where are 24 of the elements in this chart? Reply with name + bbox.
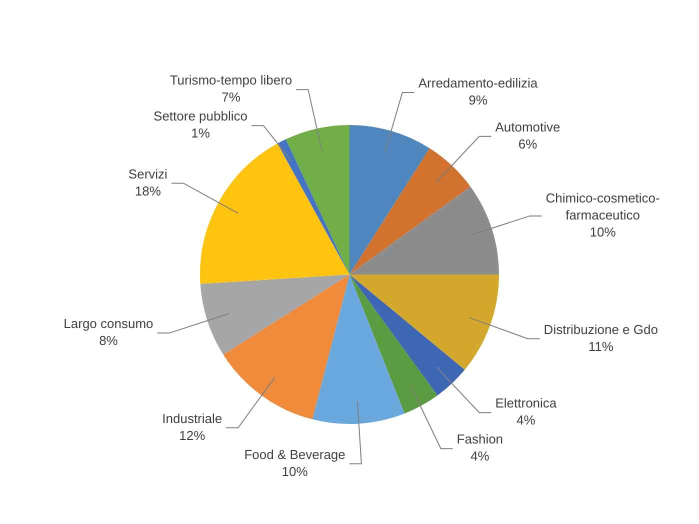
- slice-label: Elettronica: [495, 396, 558, 411]
- slice-label: Arredamento-edilizia: [418, 76, 538, 91]
- data-label: 10%: [282, 464, 308, 479]
- slice-label: Largo consumo: [64, 316, 154, 332]
- data-label: 18%: [134, 183, 162, 198]
- slice-label: Servizi: [128, 166, 168, 182]
- slice-label: Distribuzione e Gdo: [544, 322, 658, 337]
- data-label: 12%: [179, 428, 206, 443]
- data-label: 4%: [516, 412, 536, 428]
- data-label: 10%: [590, 224, 616, 240]
- slice-label: Turismo-tempo libero: [170, 72, 292, 88]
- slice-label: Chimico-cosmetico-farmaceutico: [546, 190, 660, 223]
- data-label: 6%: [518, 136, 538, 152]
- slice-label: Settore pubblico: [154, 108, 248, 124]
- slice-label: Fashion: [456, 432, 504, 447]
- data-label: 9%: [468, 92, 488, 108]
- data-label: 11%: [588, 338, 614, 354]
- data-label: 7%: [222, 90, 241, 105]
- data-label: 4%: [470, 448, 490, 464]
- slice-label: Automotive: [495, 119, 560, 134]
- data-label: 8%: [99, 333, 118, 348]
- slice-label: Industriale: [162, 410, 222, 426]
- data-label: 1%: [191, 126, 210, 141]
- slice-label: Food & Beverage: [244, 446, 346, 462]
